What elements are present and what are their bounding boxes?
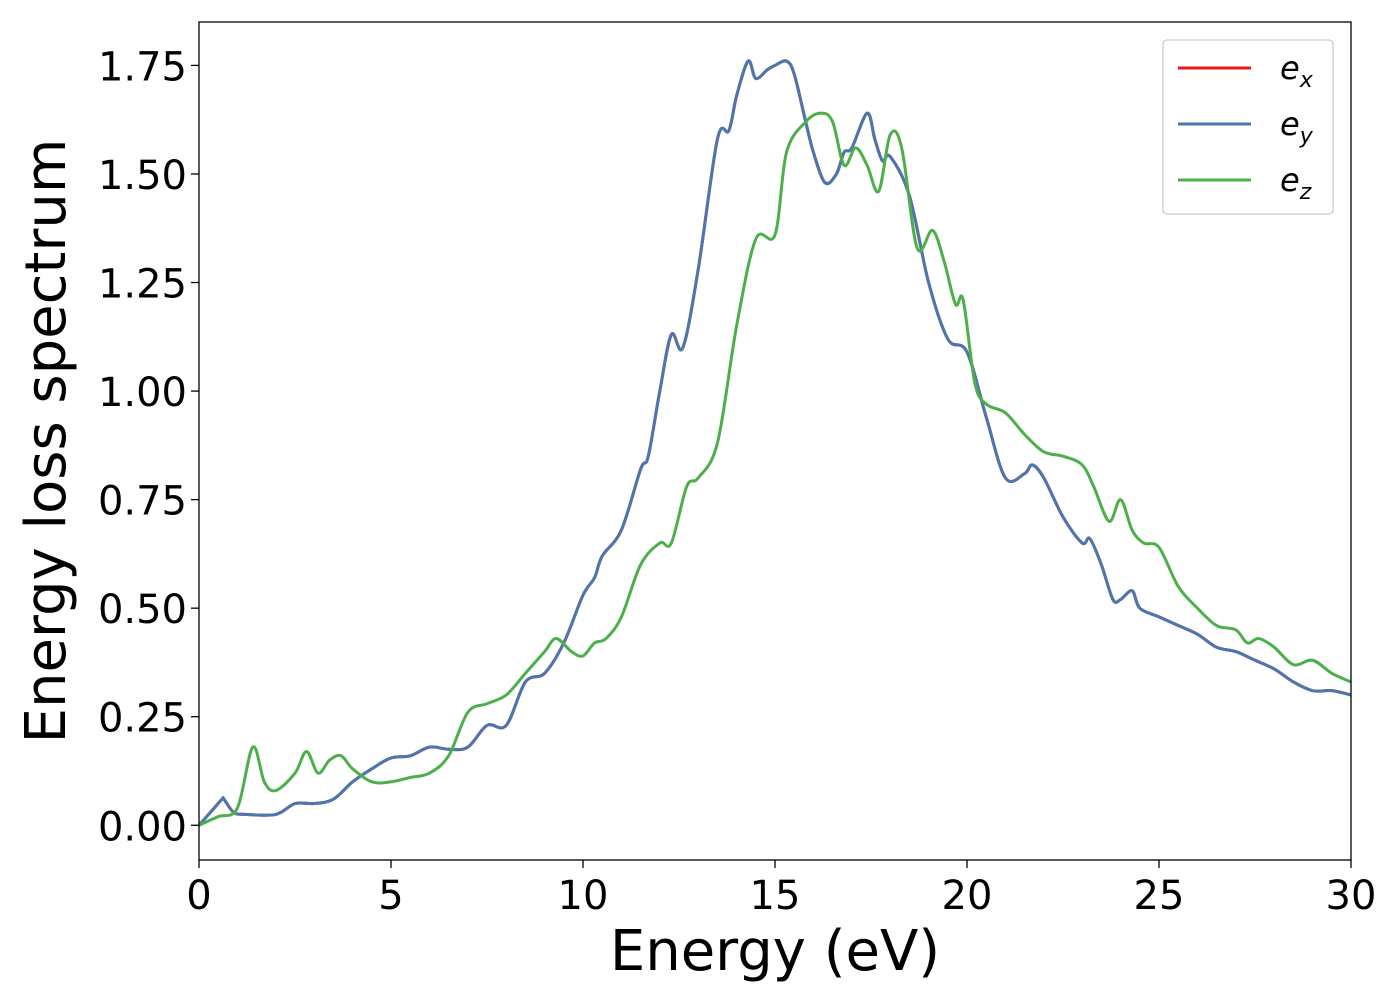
x-tick-label: 30 (1326, 873, 1377, 919)
x-tick-label: 0 (186, 873, 211, 919)
y-tick-label: 0.25 (98, 696, 187, 742)
x-axis-ticks: 0 5 10 15 20 25 30 (186, 860, 1376, 919)
y-tick-label: 1.25 (98, 262, 187, 308)
series-line-e-z (199, 111, 1351, 827)
y-tick-label: 0.75 (98, 479, 187, 525)
y-tick-label: 1.50 (98, 153, 187, 199)
y-tick-label: 1.00 (98, 370, 187, 416)
y-tick-label: 1.75 (98, 44, 187, 90)
x-tick-label: 5 (378, 873, 403, 919)
x-tick-label: 20 (942, 873, 993, 919)
legend-label-e-y: ey (1280, 105, 1314, 149)
y-tick-label: 0.00 (98, 804, 187, 850)
plot-lines (199, 59, 1351, 827)
legend-label-e-z: ez (1280, 161, 1312, 205)
x-tick-label: 15 (750, 873, 801, 919)
x-tick-label: 25 (1134, 873, 1185, 919)
y-axis-title: Energy loss spectrum (14, 139, 79, 744)
series-line-e-y (199, 59, 1351, 827)
x-tick-label: 10 (558, 873, 609, 919)
legend-label-e-x: ex (1280, 49, 1314, 93)
y-axis-ticks: 0.00 0.25 0.50 0.75 1.00 1.25 1.50 1.75 (98, 44, 199, 850)
x-axis-title: Energy (eV) (610, 919, 940, 984)
legend-box (1162, 39, 1334, 215)
legend: ex ey ez (1162, 39, 1334, 215)
y-tick-label: 0.50 (98, 587, 187, 633)
